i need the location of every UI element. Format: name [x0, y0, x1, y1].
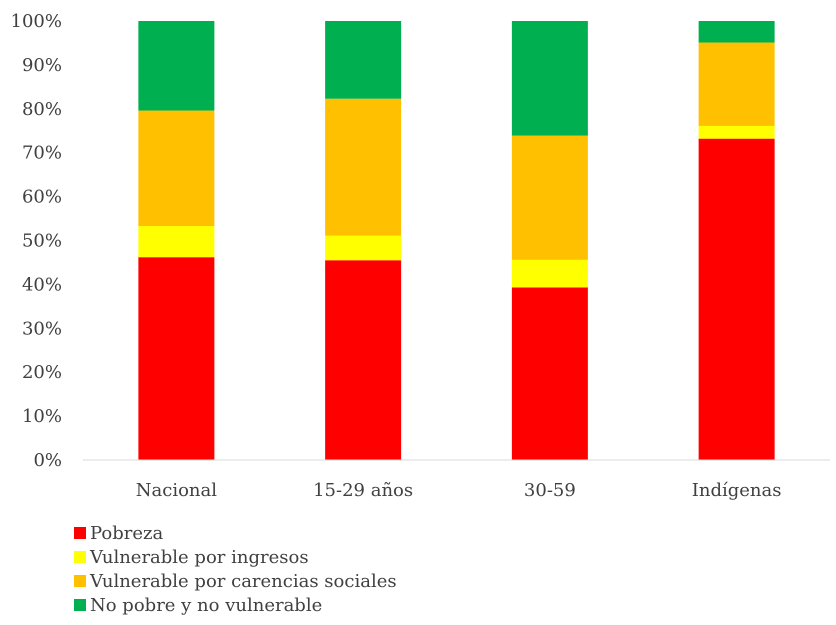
y-tick-label: 60%: [22, 187, 62, 208]
legend-label: Vulnerable por carencias sociales: [90, 570, 397, 592]
y-tick-label: 0%: [33, 450, 62, 471]
x-axis-tick-labels: Nacional 15-29 años 30-59 Indígenas: [136, 480, 782, 501]
y-tick-label: 80%: [22, 99, 62, 120]
bar-segment: [325, 260, 402, 460]
bar-segment: [138, 257, 215, 460]
bar-segment: [698, 42, 775, 126]
bar-segment: [511, 259, 588, 288]
y-tick-label: 50%: [22, 231, 62, 252]
legend-label: No pobre y no vulnerable: [90, 594, 323, 616]
y-tick-label: 70%: [22, 143, 62, 164]
legend-item: Vulnerable por carencias sociales: [74, 569, 397, 593]
legend-swatch: [74, 551, 86, 563]
bar-segment: [325, 235, 402, 261]
bar-segment: [698, 125, 775, 139]
bar-segment: [138, 226, 215, 258]
legend-swatch: [74, 575, 86, 587]
legend-label: Vulnerable por ingresos: [90, 546, 309, 568]
legend-item: No pobre y no vulnerable: [74, 593, 397, 617]
legend-swatch: [74, 527, 86, 539]
x-tick-label: 30-59: [524, 480, 576, 501]
x-tick-label: Indígenas: [692, 480, 782, 501]
legend: Pobreza Vulnerable por ingresos Vulnerable…: [74, 521, 397, 617]
legend-item: Vulnerable por ingresos: [74, 545, 397, 569]
y-tick-label: 100%: [11, 11, 62, 32]
x-tick-label: 15-29 años: [313, 480, 413, 501]
legend-label: Pobreza: [90, 522, 164, 544]
bars: [138, 21, 775, 461]
y-tick-label: 20%: [22, 362, 62, 383]
bar-segment: [698, 138, 775, 461]
legend-swatch: [74, 599, 86, 611]
x-tick-label: Nacional: [136, 480, 217, 501]
bar-segment: [511, 287, 588, 460]
y-tick-label: 10%: [22, 406, 62, 427]
bar-segment: [138, 21, 215, 111]
y-tick-label: 40%: [22, 274, 62, 295]
bar-segment: [511, 21, 588, 136]
legend-item: Pobreza: [74, 521, 397, 545]
y-tick-label: 30%: [22, 318, 62, 339]
bar-segment: [325, 21, 402, 99]
y-tick-label: 90%: [22, 55, 62, 76]
bar-segment: [325, 98, 402, 236]
y-axis-tick-labels: 0% 10% 20% 30% 40% 50% 60% 70% 80% 90% 100%: [11, 11, 62, 471]
bar-segment: [511, 135, 588, 260]
bar-segment: [698, 21, 775, 43]
bar-segment: [138, 110, 215, 227]
